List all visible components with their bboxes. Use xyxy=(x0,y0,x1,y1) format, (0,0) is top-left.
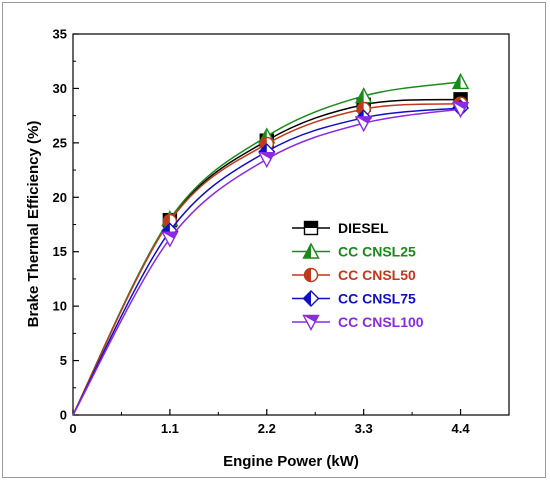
x-tick-label: 3.3 xyxy=(355,421,373,436)
legend-item-cc-cnsl50: CC CNSL50 xyxy=(292,267,416,283)
marker-fill xyxy=(356,88,364,103)
marker-fill xyxy=(259,152,275,160)
marker-fill xyxy=(304,221,318,228)
y-tick-label: 35 xyxy=(53,27,67,42)
series-cc-cnsl100 xyxy=(72,101,470,416)
data-point-cc-cnsl100 xyxy=(258,151,276,169)
y-tick-label: 10 xyxy=(53,299,67,314)
y-tick-label: 0 xyxy=(60,408,67,423)
marker-fill xyxy=(453,102,469,110)
x-tick-label: 1.1 xyxy=(161,421,179,436)
x-tick-label: 4.4 xyxy=(452,421,471,436)
series-line-cc-cnsl50 xyxy=(72,102,461,416)
x-axis: 0 1.1 2.2 3.3 4.4 xyxy=(69,409,510,436)
legend-marker xyxy=(302,242,320,259)
x-tick-label: 0 xyxy=(69,421,76,436)
y-axis: 0 5 10 15 20 25 30 35 xyxy=(53,27,79,423)
data-point-cc-cnsl100 xyxy=(354,116,373,133)
legend-label: CC CNSL100 xyxy=(338,314,424,330)
legend: DIESEL CC CNSL25 CC CNSL50 CC CNSL75 CC CNSL… xyxy=(292,220,424,331)
y-tick-label: 15 xyxy=(53,244,67,259)
data-point-cc-cnsl100 xyxy=(161,231,179,248)
legend-label: DIESEL xyxy=(338,220,389,236)
legend-item-cc-cnsl75: CC CNSL75 xyxy=(292,290,416,307)
legend-marker xyxy=(303,220,319,236)
x-axis-label: Engine Power (kW) xyxy=(223,453,359,470)
series-layer xyxy=(72,72,470,416)
marker-fill xyxy=(356,116,372,124)
legend-item-diesel: DIESEL xyxy=(292,220,389,236)
y-axis-label: Brake Thermal Efficiency (%) xyxy=(25,121,42,328)
series-line-cc-cnsl75 xyxy=(72,107,461,416)
y-tick-label: 25 xyxy=(53,135,67,150)
chart-frame xyxy=(2,2,546,478)
marker-fill xyxy=(453,74,461,89)
marker-fill xyxy=(303,244,311,258)
data-point-cc-cnsl25 xyxy=(451,72,470,90)
data-point-cc-cnsl25 xyxy=(354,87,373,104)
marker-fill xyxy=(304,268,311,282)
y-tick-label: 5 xyxy=(60,353,67,368)
legend-item-cc-cnsl100: CC CNSL100 xyxy=(292,314,424,331)
legend-item-cc-cnsl25: CC CNSL25 xyxy=(292,242,416,260)
plot-area-border xyxy=(72,33,510,416)
data-point-cc-cnsl100 xyxy=(451,101,470,119)
x-tick-label: 2.2 xyxy=(258,421,276,436)
marker-fill xyxy=(454,92,468,100)
marker-fill xyxy=(162,232,178,239)
legend-label: CC CNSL25 xyxy=(338,244,416,260)
y-tick-label: 30 xyxy=(53,81,67,96)
legend-label: CC CNSL75 xyxy=(338,291,416,307)
legend-label: CC CNSL50 xyxy=(338,267,416,283)
marker-fill xyxy=(303,291,311,306)
legend-marker xyxy=(302,314,320,331)
legend-marker xyxy=(303,267,319,283)
y-tick-label: 20 xyxy=(53,190,67,205)
series-line-cc-cnsl100 xyxy=(72,108,461,416)
legend-marker xyxy=(302,290,320,307)
marker-fill xyxy=(303,315,319,322)
